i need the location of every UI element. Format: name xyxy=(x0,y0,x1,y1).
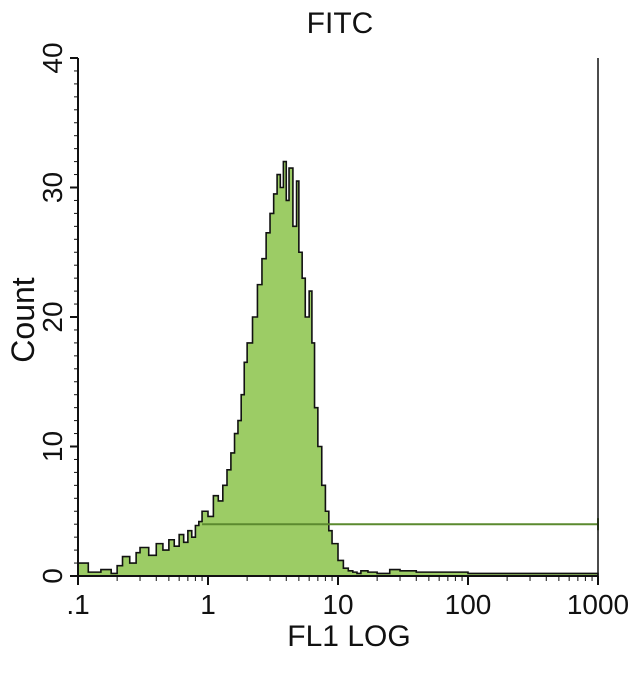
plot-area: 0 10 20 30 40 .1 1 10 100 1000 xyxy=(37,42,629,620)
chart-title: FITC xyxy=(307,7,374,40)
y-tick-label: 30 xyxy=(37,172,68,203)
y-tick-label: 10 xyxy=(37,431,68,462)
y-tick-label: 40 xyxy=(37,42,68,73)
x-tick-label: 1 xyxy=(200,589,216,620)
x-tick-label: .1 xyxy=(66,589,89,620)
x-tick-label: 100 xyxy=(445,589,492,620)
histogram-series xyxy=(77,160,599,577)
y-axis-label: Count xyxy=(5,277,41,363)
y-tick-label: 0 xyxy=(37,568,68,584)
y-tick-label: 20 xyxy=(37,301,68,332)
x-axis-label: FL1 LOG xyxy=(287,620,410,653)
x-tick-label: 1000 xyxy=(567,589,629,620)
x-tick-label: 10 xyxy=(322,589,353,620)
